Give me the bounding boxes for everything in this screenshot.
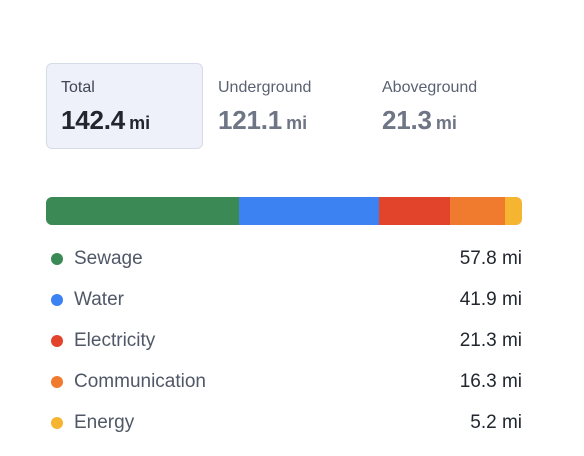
tab-total-number: 142.4: [61, 105, 126, 135]
category-stacked-bar: [46, 197, 522, 225]
category-value: 57.8 mi: [459, 247, 522, 269]
category-value: 16.3 mi: [459, 370, 522, 392]
sewage-dot-icon: [51, 252, 63, 265]
list-item-sewage: Sewage 57.8 mi: [46, 238, 522, 279]
communication-dot-icon: [51, 375, 63, 388]
tab-underground-number: 121.1: [218, 105, 283, 135]
list-item-communication: Communication 16.3 mi: [46, 361, 522, 402]
tab-aboveground-unit: mi: [435, 113, 457, 133]
tab-aboveground-label: Aboveground: [382, 79, 478, 96]
category-name: Sewage: [74, 247, 143, 269]
tab-underground-unit: mi: [286, 113, 308, 133]
electricity-dot-icon: [51, 334, 63, 347]
list-item-energy: Energy 5.2 mi: [46, 402, 522, 443]
list-item-electricity: Electricity 21.3 mi: [46, 320, 522, 361]
tab-underground-value: 121.1 mi: [218, 105, 352, 136]
energy-dot-icon: [51, 416, 63, 429]
tab-total-value: 142.4 mi: [61, 105, 188, 136]
tab-underground[interactable]: Underground 121.1 mi: [203, 63, 367, 149]
tab-aboveground-value: 21.3 mi: [382, 105, 512, 136]
tab-total-unit: mi: [129, 113, 151, 133]
water-dot-icon: [51, 293, 63, 306]
tab-total-label: Total: [61, 79, 95, 96]
category-value: 5.2 mi: [470, 411, 522, 433]
category-value: 41.9 mi: [459, 288, 522, 310]
category-name: Electricity: [74, 329, 156, 351]
bar-segment-energy: [504, 197, 522, 225]
bar-segment-sewage: [46, 197, 240, 225]
list-item-water: Water 41.9 mi: [46, 279, 522, 320]
category-name: Energy: [74, 411, 135, 433]
tab-aboveground-number: 21.3: [382, 105, 432, 135]
category-name: Communication: [74, 370, 206, 392]
length-filter-tabs: Total 142.4 mi Underground 121.1 mi Aboveg…: [46, 63, 527, 149]
category-value: 21.3 mi: [459, 329, 522, 351]
bar-segment-water: [239, 197, 380, 225]
bar-segment-communication: [450, 197, 505, 225]
category-legend-list: Sewage 57.8 mi Water 41.9 mi Electricity…: [46, 238, 522, 443]
tab-underground-label: Underground: [218, 79, 312, 96]
tab-aboveground[interactable]: Aboveground 21.3 mi: [367, 63, 527, 149]
category-name: Water: [74, 288, 124, 310]
bar-segment-electricity: [379, 197, 451, 225]
tab-total[interactable]: Total 142.4 mi: [46, 63, 203, 149]
